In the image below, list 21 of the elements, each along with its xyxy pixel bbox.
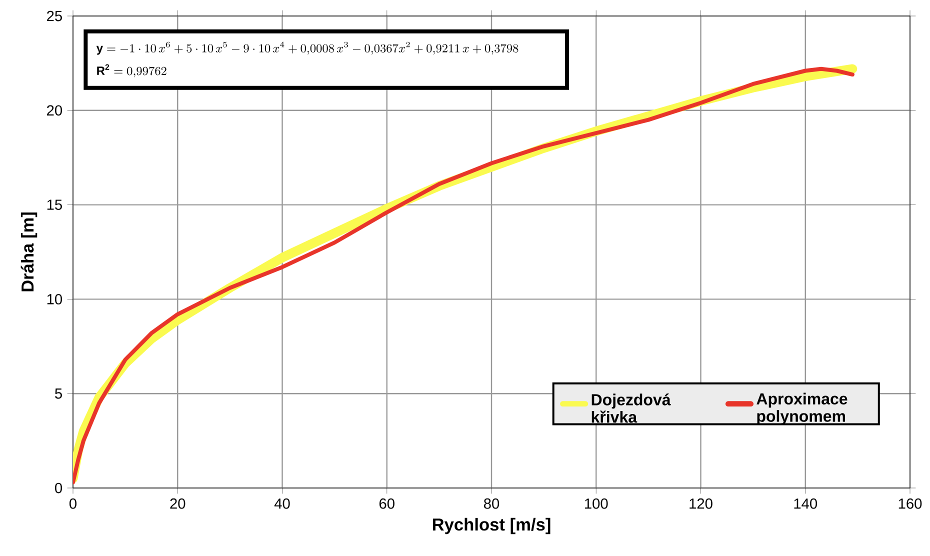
x-tick-label: 120 — [690, 498, 712, 509]
y-tick-label: 25 — [47, 10, 62, 22]
x-tick-label: 0 — [69, 498, 76, 509]
annotation: $\mathbf{y} = -1\cdot 10\,x^{6} + 5\cdot 10\,x^{5} - 9\cdot 10\,x^{4} + 0{,}0008\,x^{3} - 0{,}0367x^{2} + 0{,}9211\,x + 0{,}3798$ — [96, 42, 518, 55]
y-tick-label: 5 — [55, 388, 62, 399]
y-tick-label: 20 — [47, 105, 62, 116]
x-tick-label: 40 — [274, 498, 290, 509]
y-tick-label: 15 — [47, 200, 62, 210]
x-tick-label: 80 — [484, 498, 500, 509]
x-tick-label: 160 — [898, 498, 922, 509]
annotation: $\mathbf{R^2} = 0{,}99762$ — [97, 64, 166, 78]
legend-label: Dojezdová křivka — [592, 394, 671, 423]
legend-label: Aproximace polynomem — [756, 392, 848, 426]
y-axis-title: Dráha [m] — [20, 212, 38, 292]
x-tick-label: 60 — [379, 498, 394, 509]
x-tick-label: 100 — [585, 498, 608, 509]
x-axis-title: Rychlost [m/s] — [432, 518, 550, 534]
y-tick-label: 0 — [55, 482, 62, 494]
x-tick-label: 20 — [170, 498, 186, 509]
y-tick-label: 10 — [47, 294, 62, 304]
x-tick-label: 140 — [794, 498, 818, 509]
